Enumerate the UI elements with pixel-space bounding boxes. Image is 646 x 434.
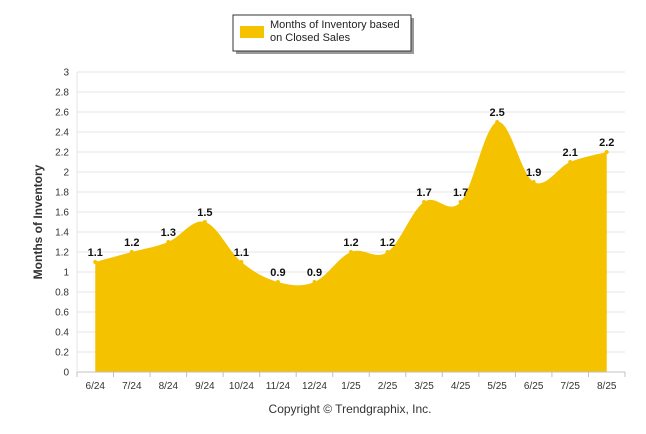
x-tick-label: 12/24 (302, 381, 327, 392)
x-tick-label: 5/25 (487, 381, 507, 392)
data-point[interactable] (129, 250, 134, 254)
x-tick-label: 3/25 (414, 381, 434, 392)
data-point[interactable] (312, 280, 317, 284)
x-tick-label: 7/24 (122, 381, 142, 392)
data-point[interactable] (93, 260, 98, 264)
y-tick-label: 2.8 (55, 88, 69, 99)
data-label: 1.5 (197, 207, 212, 219)
y-tick-label: 0 (63, 368, 69, 379)
y-tick-label: 1.6 (55, 208, 69, 219)
data-label: 1.9 (526, 167, 541, 179)
area-fill (95, 121, 607, 372)
y-tick-label: 1 (63, 268, 69, 279)
y-tick-label: 3 (63, 68, 69, 79)
data-point[interactable] (568, 160, 573, 164)
data-labels: 1.1 1.2 1.3 1.5 1.1 0.9 0.9 1.2 1.2 1.7 1.7 2.5 1.9 2… (88, 107, 614, 284)
x-tick-label: 6/25 (524, 381, 544, 392)
y-tick-label: 0.4 (55, 328, 69, 339)
y-tick-label: 1.8 (55, 188, 69, 199)
y-tick-label: 2.6 (55, 108, 69, 119)
data-label: 1.2 (343, 237, 358, 249)
data-label: 1.7 (416, 187, 431, 199)
y-axis-title: Months of Inventory (31, 164, 45, 279)
y-tick-label: 1.4 (55, 228, 69, 239)
data-label: 1.1 (234, 247, 249, 259)
x-tick-label: 8/25 (597, 381, 617, 392)
data-label: 1.3 (161, 227, 176, 239)
y-tick-label: 2.2 (55, 148, 69, 159)
data-label: 2.2 (599, 137, 614, 149)
copyright-text: Copyright © Trendgraphix, Inc. (269, 402, 432, 416)
data-point[interactable] (531, 180, 536, 184)
data-point[interactable] (604, 150, 609, 154)
y-tick-label: 2.4 (55, 128, 69, 139)
data-label: 1.2 (124, 237, 139, 249)
legend-box (232, 14, 412, 52)
data-point[interactable] (166, 240, 171, 244)
legend-label-line2: on Closed Sales (270, 32, 351, 44)
y-tick-label: 2 (63, 168, 69, 179)
x-tick-label: 1/25 (341, 381, 361, 392)
data-point[interactable] (239, 260, 244, 264)
legend[interactable]: Months of Inventory based on Closed Sale… (232, 14, 414, 54)
data-label: 1.2 (380, 237, 395, 249)
x-tick-label: 11/24 (266, 381, 291, 392)
axes (76, 72, 626, 377)
x-tick-label: 6/24 (86, 381, 106, 392)
x-tick-label: 7/25 (560, 381, 580, 392)
x-tick-labels: 6/24 7/24 8/24 9/24 10/24 11/24 12/24 1/25 2/25 3… (86, 381, 617, 392)
y-tick-label: 1.2 (55, 248, 69, 259)
x-tick-label: 2/25 (378, 381, 398, 392)
data-point[interactable] (349, 250, 353, 254)
data-point[interactable] (495, 120, 500, 124)
x-tick-label: 8/24 (159, 381, 179, 392)
data-point[interactable] (385, 250, 390, 254)
data-label: 1.7 (453, 187, 468, 199)
legend-swatch (240, 26, 264, 38)
area-series (95, 121, 607, 372)
x-tick-label: 10/24 (229, 381, 254, 392)
data-label: 2.1 (563, 147, 578, 159)
data-label: 0.9 (307, 267, 322, 279)
y-tick-labels: 0 0.2 0.4 0.6 0.8 1 1.2 1.4 1.6 1.8 2 2.2 2.4 2.6 2.8 3 (55, 68, 69, 379)
data-point[interactable] (202, 220, 207, 224)
y-tick-label: 0.8 (55, 288, 69, 299)
x-tick-label: 9/24 (195, 381, 215, 392)
data-point[interactable] (458, 200, 463, 204)
x-tick-label: 4/25 (451, 381, 471, 392)
y-tick-label: 0.6 (55, 308, 69, 319)
data-label: 0.9 (270, 267, 285, 279)
data-point[interactable] (422, 200, 427, 204)
legend-label-line1: Months of Inventory based (270, 19, 400, 31)
data-label: 1.1 (88, 247, 103, 259)
data-point[interactable] (275, 280, 280, 284)
data-label: 2.5 (489, 107, 504, 119)
y-tick-label: 0.2 (55, 348, 69, 359)
